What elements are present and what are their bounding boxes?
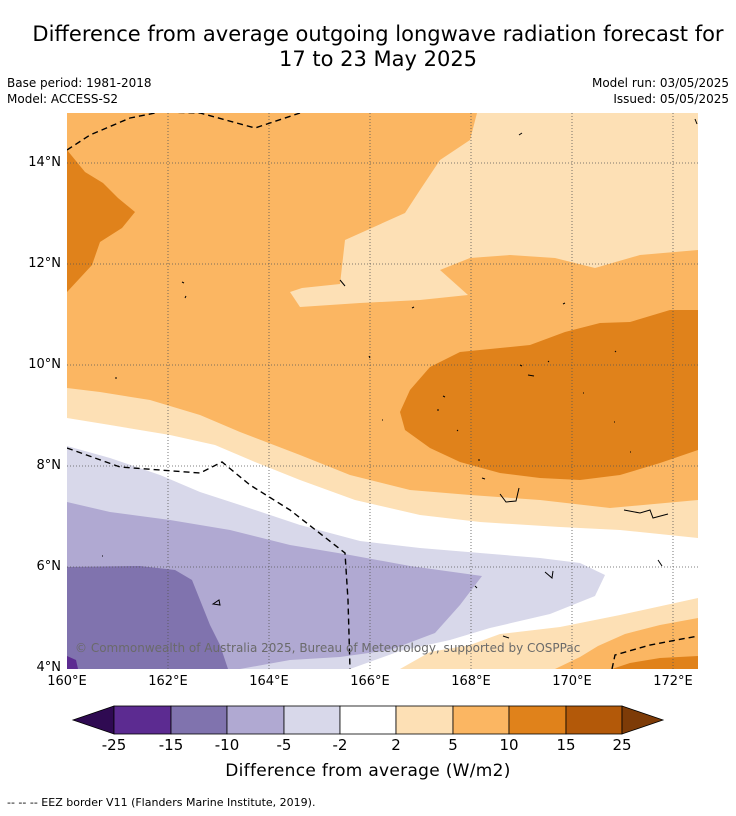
map-plot-area — [67, 113, 698, 669]
lon-label-160e: 160°E — [47, 674, 87, 689]
colorbar-tick-7: 5 — [448, 736, 458, 754]
lat-label-14n: 14°N — [28, 155, 61, 170]
lon-label-162e: 162°E — [148, 674, 188, 689]
colorbar-tick-5: -2 — [332, 736, 348, 754]
lat-label-6n: 6°N — [36, 559, 62, 574]
colorbar-cell-5 — [339, 705, 397, 735]
colorbar-cell-3 — [226, 705, 285, 735]
model-run-text: Model run: 03/05/2025 — [591, 76, 729, 90]
colorbar-cell-9 — [565, 705, 623, 735]
colorbar-tick-9: 15 — [556, 736, 576, 754]
anomaly-band-10-to-15-east — [400, 310, 698, 480]
anomaly-band-5-to-10-southeast — [555, 618, 698, 669]
lat-label-10n: 10°N — [28, 357, 61, 372]
base-period-text: Base period: 1981-2018 — [7, 76, 152, 90]
island-outlines — [102, 118, 698, 639]
colorbar-tick-2: -15 — [158, 736, 184, 754]
model-text: Model: ACCESS-S2 — [7, 92, 119, 106]
title-line-2: 17 to 23 May 2025 — [278, 47, 478, 71]
anomaly-band-10-to-15-west — [67, 150, 135, 292]
lon-label-166e: 166°E — [350, 674, 390, 689]
anomaly-band-2-to-5-northeast — [290, 113, 698, 307]
lon-label-170e: 170°E — [552, 674, 592, 689]
anomaly-band-minus15-to-minus10 — [67, 566, 228, 669]
copyright-notice: © Commonwealth of Australia 2025, Bureau… — [75, 641, 581, 655]
eez-border-lines — [67, 113, 698, 669]
eez-legend-note: -- -- -- EEZ border V11 (Flanders Marine… — [7, 796, 316, 809]
colorbar-cell-8 — [508, 705, 567, 735]
issued-text: Issued: 05/05/2025 — [613, 92, 729, 106]
map-title: Difference from average outgoing longwav… — [20, 22, 736, 72]
colorbar-extend-low — [71, 705, 115, 735]
lon-label-164e: 164°E — [249, 674, 289, 689]
lon-label-172e: 172°E — [653, 674, 693, 689]
title-line-1: Difference from average outgoing longwav… — [32, 22, 724, 46]
colorbar-tick-6: 2 — [391, 736, 401, 754]
lon-label-168e: 168°E — [451, 674, 491, 689]
colorbar-cell-1 — [113, 705, 172, 735]
colorbar-tick-8: 10 — [499, 736, 519, 754]
colorbar-tick-10: 25 — [612, 736, 632, 754]
gridlines — [67, 113, 698, 669]
colorbar-cell-4 — [283, 705, 341, 735]
colorbar-cell-6 — [395, 705, 454, 735]
lat-label-4n: 4°N — [36, 660, 62, 675]
colorbar-label: Difference from average (W/m2) — [225, 761, 511, 781]
anomaly-band-minus25-to-minus15 — [67, 656, 78, 669]
colorbar-tick-4: -5 — [276, 736, 292, 754]
eez-border-central — [67, 447, 351, 669]
anomaly-band-10-to-15-southeast — [612, 656, 698, 669]
colorbar-tick-3: -10 — [214, 736, 240, 754]
eez-border-southeast — [611, 635, 698, 669]
lat-label-8n: 8°N — [36, 458, 62, 473]
meta-right: Model run: 03/05/2025 Issued: 05/05/2025 — [592, 75, 729, 107]
lat-label-12n: 12°N — [28, 256, 61, 271]
colorbar-cell-2 — [170, 705, 228, 735]
colorbar-cell-7 — [452, 705, 510, 735]
meta-left: Base period: 1981-2018 Model: ACCESS-S2 — [7, 75, 152, 107]
colorbar — [71, 705, 665, 735]
colorbar-extend-high — [621, 705, 665, 735]
colorbar-tick-1: -25 — [101, 736, 127, 754]
